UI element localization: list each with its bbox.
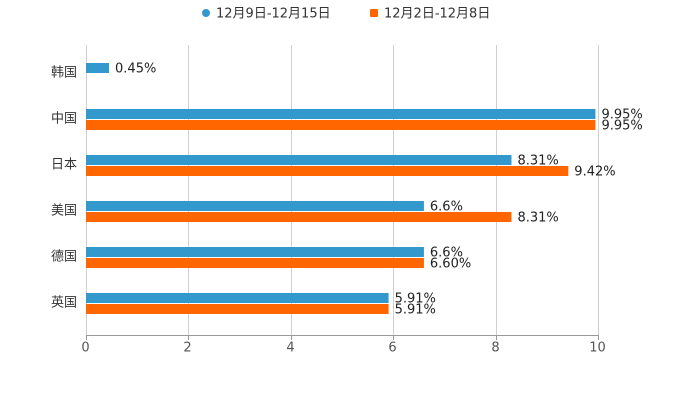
legend[interactable]: 12月9日-12月15日 12月2日-12月8日 bbox=[202, 7, 490, 22]
bar bbox=[86, 247, 424, 257]
data-label: 9.95% bbox=[601, 108, 642, 123]
legend-label: 12月9日-12月15日 bbox=[216, 7, 331, 22]
x-tick-label: 0 bbox=[81, 341, 89, 356]
bar bbox=[86, 109, 596, 119]
legend-label: 12月2日-12月8日 bbox=[384, 7, 490, 22]
data-label: 6.6% bbox=[430, 246, 463, 261]
x-axis: 0 2 4 6 8 10 bbox=[81, 335, 606, 356]
bar bbox=[86, 304, 389, 314]
bar bbox=[86, 155, 512, 165]
grid bbox=[86, 45, 599, 335]
legend-marker-circle bbox=[202, 9, 210, 17]
category-label: 日本 bbox=[51, 158, 77, 173]
data-label: 5.91% bbox=[395, 292, 436, 307]
legend-item[interactable]: 12月9日-12月15日 bbox=[202, 7, 331, 22]
x-tick-label: 6 bbox=[388, 341, 396, 356]
category-label: 英国 bbox=[51, 296, 77, 311]
bars bbox=[86, 63, 596, 314]
bar bbox=[86, 63, 110, 73]
bar bbox=[86, 293, 389, 303]
data-label: 9.95% bbox=[601, 119, 642, 134]
category-label: 美国 bbox=[51, 204, 77, 219]
x-tick-label: 10 bbox=[589, 341, 606, 356]
data-label: 6.60% bbox=[430, 257, 471, 272]
x-tick-label: 4 bbox=[286, 341, 294, 356]
data-label: 9.42% bbox=[574, 165, 615, 180]
bar bbox=[86, 258, 424, 268]
data-label: 0.45% bbox=[115, 62, 156, 77]
bar bbox=[86, 120, 596, 130]
legend-item[interactable]: 12月2日-12月8日 bbox=[370, 7, 490, 22]
bar bbox=[86, 201, 424, 211]
category-label: 中国 bbox=[51, 112, 77, 127]
x-tick-label: 8 bbox=[491, 341, 499, 356]
data-label: 6.6% bbox=[430, 200, 463, 215]
category-label: 韩国 bbox=[51, 66, 77, 81]
legend-marker-square bbox=[370, 9, 378, 17]
x-tick-label: 2 bbox=[183, 341, 191, 356]
data-label: 8.31% bbox=[517, 154, 558, 169]
data-label: 8.31% bbox=[517, 211, 558, 226]
bar bbox=[86, 166, 569, 176]
category-label: 德国 bbox=[51, 250, 77, 265]
data-label: 5.91% bbox=[395, 303, 436, 318]
data-labels: 0.45%9.95%9.95%8.31%9.42%6.6%8.31%6.6%6.… bbox=[115, 62, 643, 318]
bar bbox=[86, 212, 512, 222]
